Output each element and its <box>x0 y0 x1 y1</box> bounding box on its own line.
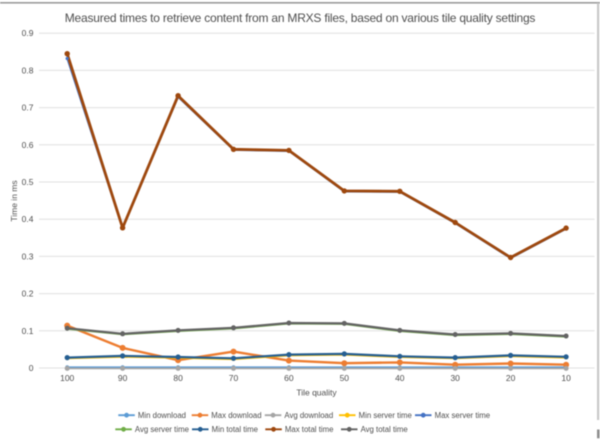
svg-text:0.5: 0.5 <box>22 177 34 187</box>
svg-text:Min download: Min download <box>138 411 186 420</box>
svg-text:0.1: 0.1 <box>22 326 34 336</box>
svg-text:0.9: 0.9 <box>22 28 34 38</box>
svg-text:Avg download: Avg download <box>284 411 333 420</box>
svg-text:50: 50 <box>340 373 350 383</box>
svg-text:Min server time: Min server time <box>359 411 412 420</box>
svg-text:90: 90 <box>118 373 128 383</box>
svg-text:Min total time: Min total time <box>212 425 258 434</box>
svg-text:Time in ms: Time in ms <box>9 180 19 221</box>
svg-text:70: 70 <box>229 373 239 383</box>
svg-text:10: 10 <box>561 373 571 383</box>
svg-text:Max server time: Max server time <box>435 411 490 420</box>
svg-text:0.8: 0.8 <box>22 65 34 75</box>
svg-text:0.7: 0.7 <box>22 103 34 113</box>
svg-text:40: 40 <box>395 373 405 383</box>
svg-text:0.3: 0.3 <box>22 251 34 261</box>
svg-text:Max download: Max download <box>211 411 261 420</box>
svg-text:0: 0 <box>29 363 34 373</box>
svg-text:0.6: 0.6 <box>22 140 34 150</box>
svg-text:Avg server time: Avg server time <box>135 425 189 434</box>
svg-text:Avg total time: Avg total time <box>361 425 408 434</box>
svg-text:Measured times to retrieve con: Measured times to retrieve content from … <box>65 11 536 25</box>
svg-text:100: 100 <box>60 373 74 383</box>
svg-text:20: 20 <box>506 373 516 383</box>
svg-text:30: 30 <box>450 373 460 383</box>
svg-text:Max total time: Max total time <box>285 425 334 434</box>
svg-text:0.4: 0.4 <box>22 214 34 224</box>
svg-text:0.2: 0.2 <box>22 289 34 299</box>
svg-text:80: 80 <box>173 373 183 383</box>
svg-text:60: 60 <box>284 373 294 383</box>
svg-text:Tile quality: Tile quality <box>296 388 337 398</box>
